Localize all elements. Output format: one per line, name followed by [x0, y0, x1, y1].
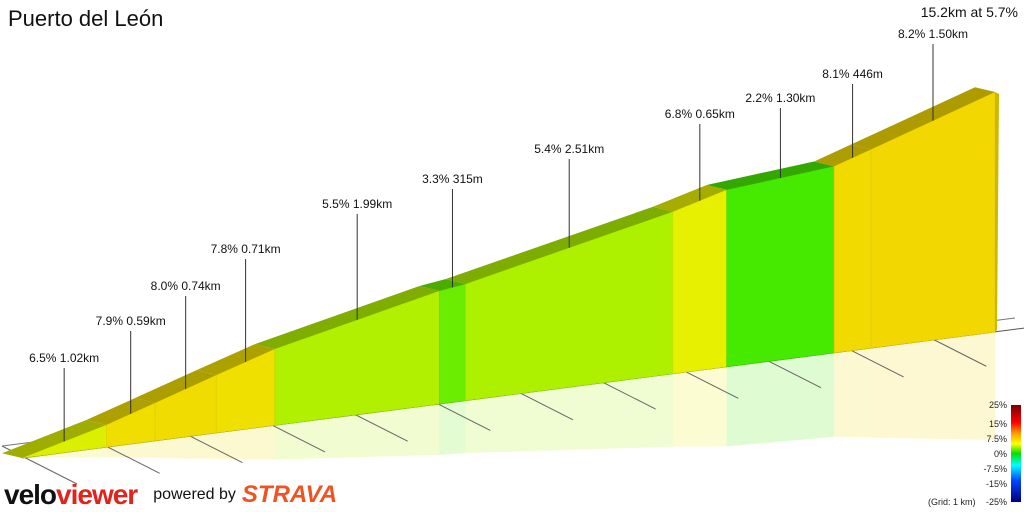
reflection-segment-6	[439, 400, 466, 455]
segment-label-9: 2.2% 1.30km	[745, 91, 815, 105]
legend-label-0: 0%	[993, 449, 1007, 459]
legend-label-minus-25: -25%	[985, 497, 1007, 507]
profile-top-4	[196, 344, 275, 376]
segment-label-7: 5.4% 2.51km	[534, 142, 604, 156]
climb-summary: 15.2km at 5.7%	[920, 4, 1018, 20]
profile-faces	[21, 91, 999, 459]
segment-label-8: 6.8% 0.65km	[665, 107, 735, 121]
reflection-segment-8	[672, 366, 727, 447]
profile-top-5	[254, 286, 440, 349]
segment-labels: 6.5% 1.02km 7.9% 0.59km 8.0% 0.74km 7.8% 0.…	[29, 27, 968, 442]
profile-top-7	[445, 206, 673, 284]
profile-end-cap	[995, 92, 999, 332]
segment-label-6: 3.3% 315m	[422, 172, 483, 186]
legend-label-minus-7-5: -7.5%	[983, 464, 1007, 474]
profile-top-8	[652, 184, 727, 212]
reflection-segment-9	[726, 352, 835, 447]
strava-logo: STRAVA	[241, 481, 338, 508]
reflection-segment-10	[834, 348, 872, 438]
veloviewer-logo-viewer: viewer	[56, 479, 138, 510]
segment-label-1: 6.5% 1.02km	[29, 351, 99, 365]
segment-label-5: 5.5% 1.99km	[322, 197, 392, 211]
veloviewer-logo-velo: velo	[4, 479, 57, 510]
reflection-segment-11	[871, 332, 995, 440]
reflection-segment-2	[106, 440, 156, 458]
profile-top-edge	[2, 87, 995, 458]
profile-reflection	[22, 332, 995, 460]
segment-label-4: 7.8% 0.71km	[211, 242, 281, 256]
legend-label-25: 25%	[988, 400, 1007, 410]
segment-label-2: 7.9% 0.59km	[96, 314, 166, 328]
profile-top-3	[135, 370, 217, 403]
segment-label-11: 8.2% 1.50km	[898, 27, 968, 41]
reflection-segment-7	[465, 373, 673, 454]
profile-top-10	[814, 144, 872, 167]
legend-label-15: 15%	[988, 419, 1007, 429]
reflection-segment-5	[274, 403, 440, 460]
profile-top-1	[2, 420, 107, 458]
legend-label-7-5: 7.5%	[986, 434, 1007, 444]
segment-label-10: 8.1% 446m	[822, 67, 883, 81]
profile-top-6	[419, 279, 466, 291]
reflection-segment-3	[155, 432, 217, 459]
profile-segment-9	[726, 165, 835, 368]
segment-label-3: 8.0% 0.74km	[151, 279, 221, 293]
gradient-legend-bar	[1011, 405, 1021, 502]
branding-footer: velo viewer powered by STRAVA	[4, 479, 338, 510]
chart-title: Puerto del León	[8, 6, 164, 31]
profile-segment-8	[672, 189, 727, 375]
powered-by-text: powered by	[153, 486, 236, 503]
profile-top-9	[706, 161, 835, 190]
reflection-segment-4	[216, 425, 275, 460]
profile-top-2	[86, 398, 156, 425]
legend-label-minus-15: -15%	[985, 479, 1007, 489]
grid-note: (Grid: 1 km)	[928, 497, 976, 507]
profile-segment-6	[439, 283, 466, 405]
profile-top-11	[851, 87, 995, 150]
profile-segment-10	[833, 148, 872, 354]
